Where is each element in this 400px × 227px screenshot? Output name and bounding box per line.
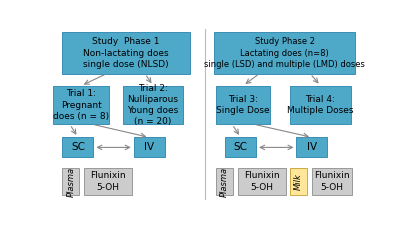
Text: Trial 2:
Nulliparous
Young does
(n = 20): Trial 2: Nulliparous Young does (n = 20) bbox=[128, 84, 179, 126]
FancyBboxPatch shape bbox=[296, 137, 328, 158]
Text: Study  Phase 1
Non-lactating does
single dose (NLSD): Study Phase 1 Non-lactating does single … bbox=[83, 37, 169, 69]
Text: SC: SC bbox=[71, 142, 85, 152]
FancyBboxPatch shape bbox=[216, 168, 233, 195]
Text: Flunixin
5-OH: Flunixin 5-OH bbox=[314, 171, 350, 192]
Text: Plasma: Plasma bbox=[220, 166, 229, 197]
Text: Trial 4:
Multiple Doses: Trial 4: Multiple Doses bbox=[287, 95, 354, 115]
FancyBboxPatch shape bbox=[62, 32, 190, 74]
FancyBboxPatch shape bbox=[225, 137, 256, 158]
Text: Study Phase 2
Lactating does (n=8)
single (LSD) and multiple (LMD) doses: Study Phase 2 Lactating does (n=8) singl… bbox=[204, 37, 365, 69]
Text: Flunixin
5-OH: Flunixin 5-OH bbox=[244, 171, 279, 192]
FancyBboxPatch shape bbox=[123, 86, 183, 124]
Text: Milk: Milk bbox=[294, 173, 303, 190]
FancyBboxPatch shape bbox=[214, 32, 355, 74]
FancyBboxPatch shape bbox=[216, 86, 270, 124]
FancyBboxPatch shape bbox=[84, 168, 132, 195]
Text: Trial 3:
Single Dose: Trial 3: Single Dose bbox=[216, 95, 270, 115]
FancyBboxPatch shape bbox=[312, 168, 352, 195]
FancyBboxPatch shape bbox=[62, 137, 94, 158]
FancyBboxPatch shape bbox=[290, 168, 307, 195]
FancyBboxPatch shape bbox=[62, 168, 80, 195]
FancyBboxPatch shape bbox=[134, 137, 165, 158]
Text: SC: SC bbox=[234, 142, 248, 152]
Text: IV: IV bbox=[307, 142, 317, 152]
Text: Trial 1:
Pregnant
does (n = 8): Trial 1: Pregnant does (n = 8) bbox=[53, 89, 109, 121]
FancyBboxPatch shape bbox=[238, 168, 286, 195]
Text: Plasma: Plasma bbox=[66, 166, 76, 197]
FancyBboxPatch shape bbox=[53, 86, 109, 124]
Text: IV: IV bbox=[144, 142, 154, 152]
Text: Flunixin
5-OH: Flunixin 5-OH bbox=[90, 171, 126, 192]
FancyBboxPatch shape bbox=[290, 86, 351, 124]
